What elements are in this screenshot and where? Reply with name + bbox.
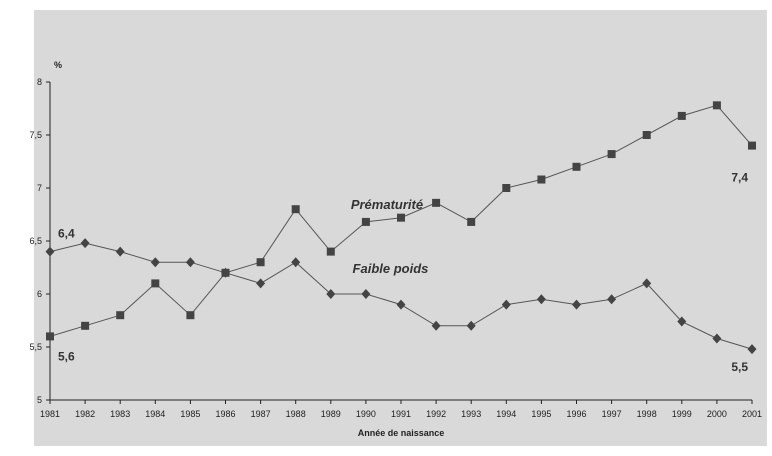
square-marker xyxy=(397,213,405,222)
data-label-prematurite-end: 7,4 xyxy=(731,171,748,185)
x-tick-label: 1995 xyxy=(531,409,551,419)
x-tick-label: 1988 xyxy=(286,409,306,419)
square-marker xyxy=(291,205,300,214)
square-marker xyxy=(432,198,441,207)
y-axis-title: % xyxy=(54,60,62,70)
x-tick-label: 1982 xyxy=(75,409,95,419)
x-tick-label: 1990 xyxy=(356,409,376,419)
x-tick-label: 1985 xyxy=(180,409,200,419)
diamond-marker xyxy=(115,246,125,257)
square-marker xyxy=(46,332,54,341)
square-marker xyxy=(712,101,721,110)
diamond-marker xyxy=(431,320,441,331)
y-tick-label: 5 xyxy=(37,395,42,405)
square-marker xyxy=(677,111,686,120)
series-markers xyxy=(45,101,757,355)
diamond-marker xyxy=(256,278,266,289)
square-marker xyxy=(607,150,616,159)
y-tick-label: 6,5 xyxy=(29,236,42,246)
x-tick-label: 1989 xyxy=(321,409,341,419)
series-label-prematurite: Prématurité xyxy=(351,197,423,212)
square-marker xyxy=(537,175,546,184)
plot-background xyxy=(34,10,767,446)
x-tick-label: 1997 xyxy=(602,409,622,419)
diamond-marker xyxy=(642,278,652,289)
diamond-marker xyxy=(677,316,687,327)
data-label-prematurite-start: 5,6 xyxy=(58,349,75,363)
square-marker xyxy=(361,217,370,226)
x-tick-label: 1996 xyxy=(566,409,586,419)
x-tick-label: 1984 xyxy=(145,409,165,419)
axes xyxy=(46,81,753,404)
diamond-marker xyxy=(501,299,511,310)
diamond-marker xyxy=(185,257,195,268)
chart-labels: % Année de naissance Prématurité Faible … xyxy=(54,60,748,438)
x-tick-label: 1998 xyxy=(637,409,657,419)
square-marker xyxy=(81,321,90,330)
square-marker xyxy=(326,247,335,256)
diamond-marker xyxy=(607,294,617,305)
x-tick-label: 1999 xyxy=(672,409,692,419)
x-tick-label: 1994 xyxy=(496,409,516,419)
diamond-marker xyxy=(536,294,546,305)
diamond-marker xyxy=(466,320,476,331)
diamond-marker xyxy=(45,246,55,257)
square-marker xyxy=(467,217,476,226)
x-tick-label: 1987 xyxy=(251,409,271,419)
diamond-marker xyxy=(712,333,722,344)
x-tick-label: 1983 xyxy=(110,409,130,419)
x-tick-label: 1986 xyxy=(215,409,235,419)
diamond-marker xyxy=(326,289,336,299)
tick-labels: 5 5,5 6 6,5 7 7,5 8 1981 1982 1983 1984 1985 1986 198… xyxy=(29,77,762,419)
diamond-marker xyxy=(747,344,757,355)
y-tick-label: 5,5 xyxy=(29,342,42,352)
diamond-marker xyxy=(291,257,301,268)
square-marker xyxy=(186,311,195,320)
square-marker xyxy=(116,311,125,320)
x-tick-label: 1981 xyxy=(40,409,60,419)
square-marker xyxy=(151,279,160,288)
square-marker xyxy=(642,131,651,139)
square-marker xyxy=(502,184,511,192)
x-tick-label: 1992 xyxy=(426,409,446,419)
square-marker xyxy=(572,162,581,171)
diamond-marker xyxy=(80,238,90,249)
x-axis-title: Année de naissance xyxy=(358,428,445,438)
diamond-marker xyxy=(221,267,230,278)
square-marker xyxy=(256,258,265,267)
data-label-faible-poids-start: 6,4 xyxy=(58,227,75,241)
data-label-faible-poids-end: 5,5 xyxy=(731,360,748,374)
y-tick-label: 7,5 xyxy=(29,130,42,140)
y-tick-label: 8 xyxy=(37,77,42,87)
diamond-marker xyxy=(572,299,581,310)
x-tick-label: 1993 xyxy=(461,409,481,419)
y-tick-label: 7 xyxy=(37,183,42,193)
y-tick-label: 6 xyxy=(37,289,42,299)
x-tick-label: 1991 xyxy=(391,409,411,419)
series-label-faible-poids: Faible poids xyxy=(353,261,429,276)
square-marker xyxy=(748,141,756,150)
diamond-marker xyxy=(361,289,371,299)
x-tick-label: 2000 xyxy=(707,409,727,419)
diamond-marker xyxy=(150,257,160,268)
diamond-marker xyxy=(396,299,406,310)
x-tick-label: 2001 xyxy=(742,409,762,419)
